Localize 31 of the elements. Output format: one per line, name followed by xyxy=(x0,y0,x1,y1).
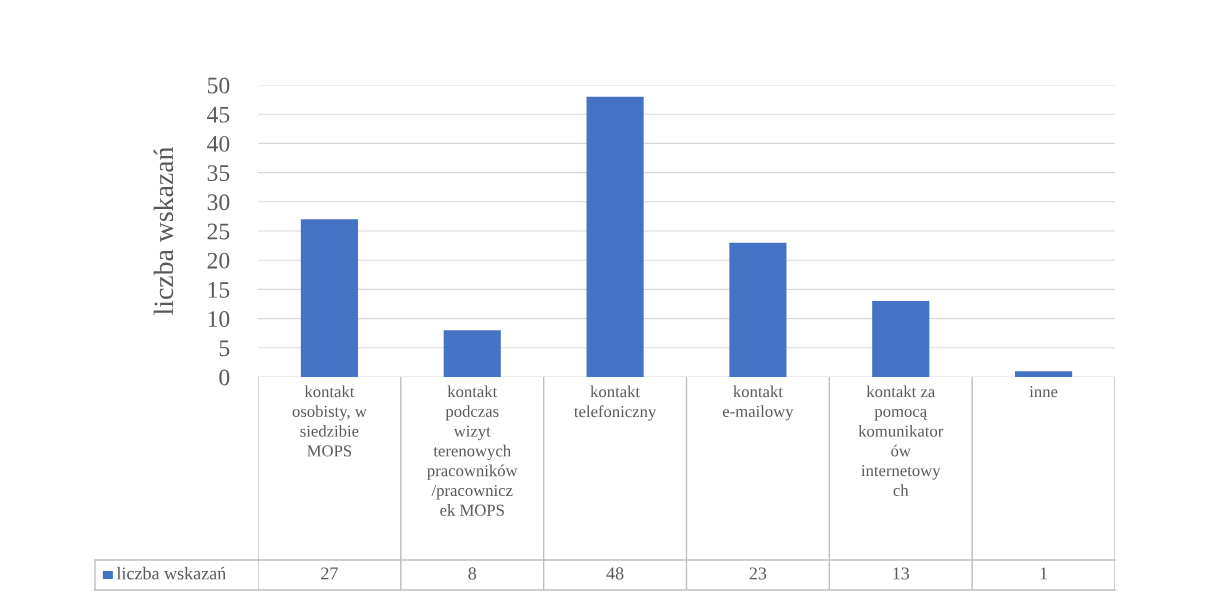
x-tick-label: kontakt za pomocą komunikatorów internetowych xyxy=(858,385,944,496)
y-tick-label: 5 xyxy=(219,340,230,357)
y-tick-label: 30 xyxy=(207,194,230,211)
bar xyxy=(1015,371,1073,377)
data-label: 23 xyxy=(749,567,767,580)
x-tick-label: kontakt osobisty, w siedzibie MOPS xyxy=(292,385,367,457)
x-tick-label: inne xyxy=(1029,386,1058,398)
bar xyxy=(729,242,787,377)
data-label: 48 xyxy=(606,567,624,580)
data-label: 27 xyxy=(321,567,338,580)
bar xyxy=(586,96,644,377)
y-tick-label: 45 xyxy=(207,106,230,123)
x-tick-label: kontakt podczas wizyt terenowych pracowników/pracowniczek MOPS xyxy=(427,385,518,516)
data-label: 8 xyxy=(468,567,477,580)
y-tick-label: 10 xyxy=(208,311,230,328)
legend-label: liczba wskazań xyxy=(116,566,226,580)
data-label: 13 xyxy=(893,567,910,580)
bar xyxy=(443,330,501,377)
y-tick-label: 0 xyxy=(219,369,230,386)
y-tick-label: 25 xyxy=(207,223,230,240)
y-tick-label: 50 xyxy=(207,77,230,94)
bar xyxy=(300,219,358,377)
y-tick-label: 40 xyxy=(207,135,230,152)
y-tick-label: 35 xyxy=(207,165,230,182)
x-tick-label: kontakt telefoniczny xyxy=(574,385,657,421)
bar xyxy=(872,301,930,377)
y-axis-title: liczba wskazań xyxy=(153,146,174,315)
y-tick-label: 20 xyxy=(207,252,230,269)
x-tick-label: kontakt e-mailowy xyxy=(722,385,794,421)
y-tick-label: 15 xyxy=(208,282,230,298)
data-label: 1 xyxy=(1040,567,1048,580)
